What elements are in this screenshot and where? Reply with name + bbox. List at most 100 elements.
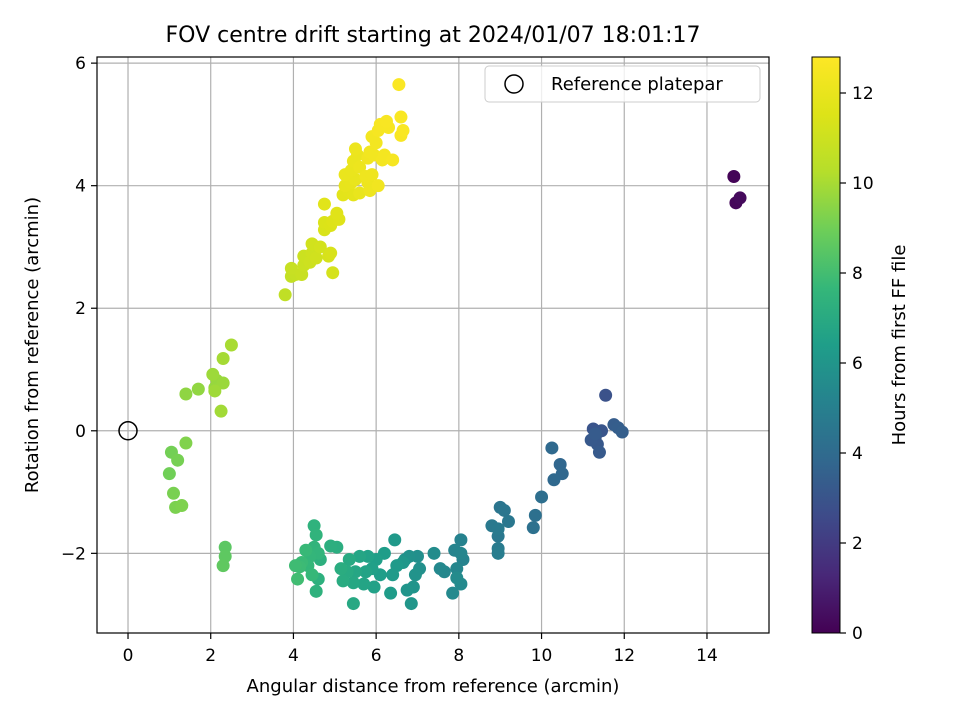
data-point bbox=[446, 586, 460, 600]
data-point bbox=[501, 514, 515, 528]
x-tick-label: 6 bbox=[371, 646, 382, 666]
colorbar-tick-label: 8 bbox=[852, 264, 863, 284]
x-tick-label: 10 bbox=[531, 646, 553, 666]
data-point bbox=[162, 467, 176, 481]
data-point bbox=[588, 427, 602, 441]
data-point bbox=[330, 206, 344, 220]
data-point bbox=[284, 261, 298, 275]
data-point bbox=[357, 577, 371, 591]
y-axis-label: Rotation from reference (arcmin) bbox=[22, 197, 43, 493]
x-tick-label: 12 bbox=[613, 646, 635, 666]
data-point bbox=[309, 584, 323, 598]
chart-title: FOV centre drift starting at 2024/01/07 … bbox=[166, 23, 701, 48]
data-point bbox=[408, 568, 422, 582]
y-tick-label: 6 bbox=[75, 54, 86, 74]
data-point bbox=[348, 142, 362, 156]
data-point bbox=[545, 441, 559, 455]
axes-frame bbox=[96, 56, 770, 634]
data-point bbox=[208, 384, 222, 398]
x-tick-label: 2 bbox=[205, 646, 216, 666]
data-point bbox=[216, 559, 230, 573]
data-point bbox=[396, 124, 410, 138]
x-tick-label: 0 bbox=[123, 646, 134, 666]
data-point bbox=[392, 78, 406, 92]
data-point bbox=[336, 574, 350, 588]
data-point bbox=[394, 110, 408, 124]
data-point bbox=[450, 571, 464, 585]
data-point bbox=[313, 240, 327, 254]
legend-marker bbox=[504, 74, 524, 94]
data-point bbox=[404, 597, 418, 611]
data-point bbox=[179, 387, 193, 401]
data-point bbox=[454, 533, 468, 547]
colorbar-tick-label: 6 bbox=[852, 354, 863, 374]
data-point bbox=[175, 499, 189, 513]
data-point bbox=[491, 522, 505, 536]
data-point bbox=[592, 445, 606, 459]
data-point bbox=[367, 580, 381, 594]
colorbar: 0 2 4 6 8 10 12 Hours from first FF file bbox=[811, 56, 910, 644]
data-point bbox=[353, 160, 367, 174]
legend-entry-reference: Reference platepar bbox=[551, 74, 723, 95]
data-point bbox=[535, 490, 549, 504]
grid-lines bbox=[97, 57, 769, 633]
data-point bbox=[346, 576, 360, 590]
data-point bbox=[179, 436, 193, 450]
data-point bbox=[326, 266, 340, 280]
data-point bbox=[353, 549, 367, 563]
data-point bbox=[309, 528, 323, 542]
data-point bbox=[547, 473, 561, 487]
data-point bbox=[615, 425, 629, 439]
data-point bbox=[334, 562, 348, 576]
colorbar-ticks: 0 2 4 6 8 10 12 bbox=[840, 84, 874, 644]
data-point bbox=[317, 197, 331, 211]
data-point bbox=[191, 382, 205, 396]
data-point bbox=[454, 546, 468, 560]
data-point bbox=[309, 251, 323, 265]
y-tick-label: 0 bbox=[75, 422, 86, 442]
data-point bbox=[359, 565, 373, 579]
data-point bbox=[324, 539, 338, 553]
data-point bbox=[497, 503, 511, 517]
data-point bbox=[278, 288, 292, 302]
colorbar-label: Hours from first FF file bbox=[889, 245, 910, 446]
colorbar-tick-label: 0 bbox=[852, 624, 863, 644]
colorbar-tick-label: 10 bbox=[852, 174, 874, 194]
x-tick-label: 14 bbox=[696, 646, 718, 666]
data-point bbox=[218, 540, 232, 554]
data-point bbox=[491, 546, 505, 560]
data-point bbox=[727, 169, 741, 183]
colorbar-tick-label: 12 bbox=[852, 84, 874, 104]
scatter-points bbox=[162, 78, 747, 611]
reference-marker bbox=[118, 421, 138, 441]
data-point bbox=[171, 453, 185, 467]
y-tick-label: 2 bbox=[75, 299, 86, 319]
data-point bbox=[224, 338, 238, 352]
data-point bbox=[599, 388, 613, 402]
data-point bbox=[365, 168, 379, 182]
data-point bbox=[216, 376, 230, 390]
x-tick-label: 8 bbox=[453, 646, 464, 666]
data-point bbox=[388, 533, 402, 547]
plot-area: 0 2 4 6 8 10 12 14 −2 0 2 4 6 bbox=[61, 54, 770, 666]
data-point bbox=[450, 562, 464, 576]
x-tick-label: 4 bbox=[288, 646, 299, 666]
legend-box bbox=[484, 65, 761, 103]
data-point bbox=[305, 568, 319, 582]
data-point bbox=[386, 153, 400, 167]
colorbar-gradient bbox=[811, 56, 841, 634]
data-point bbox=[371, 179, 385, 193]
legend: Reference platepar bbox=[484, 65, 761, 103]
data-point bbox=[386, 568, 400, 582]
data-point bbox=[206, 367, 220, 381]
y-axis-ticks: −2 0 2 4 6 bbox=[61, 54, 97, 564]
data-point bbox=[299, 543, 313, 557]
y-tick-label: −2 bbox=[61, 544, 86, 564]
data-point bbox=[346, 597, 360, 611]
data-point bbox=[216, 351, 230, 365]
data-point bbox=[400, 583, 414, 597]
data-point bbox=[167, 486, 181, 500]
data-point bbox=[353, 186, 367, 200]
data-point bbox=[384, 586, 398, 600]
